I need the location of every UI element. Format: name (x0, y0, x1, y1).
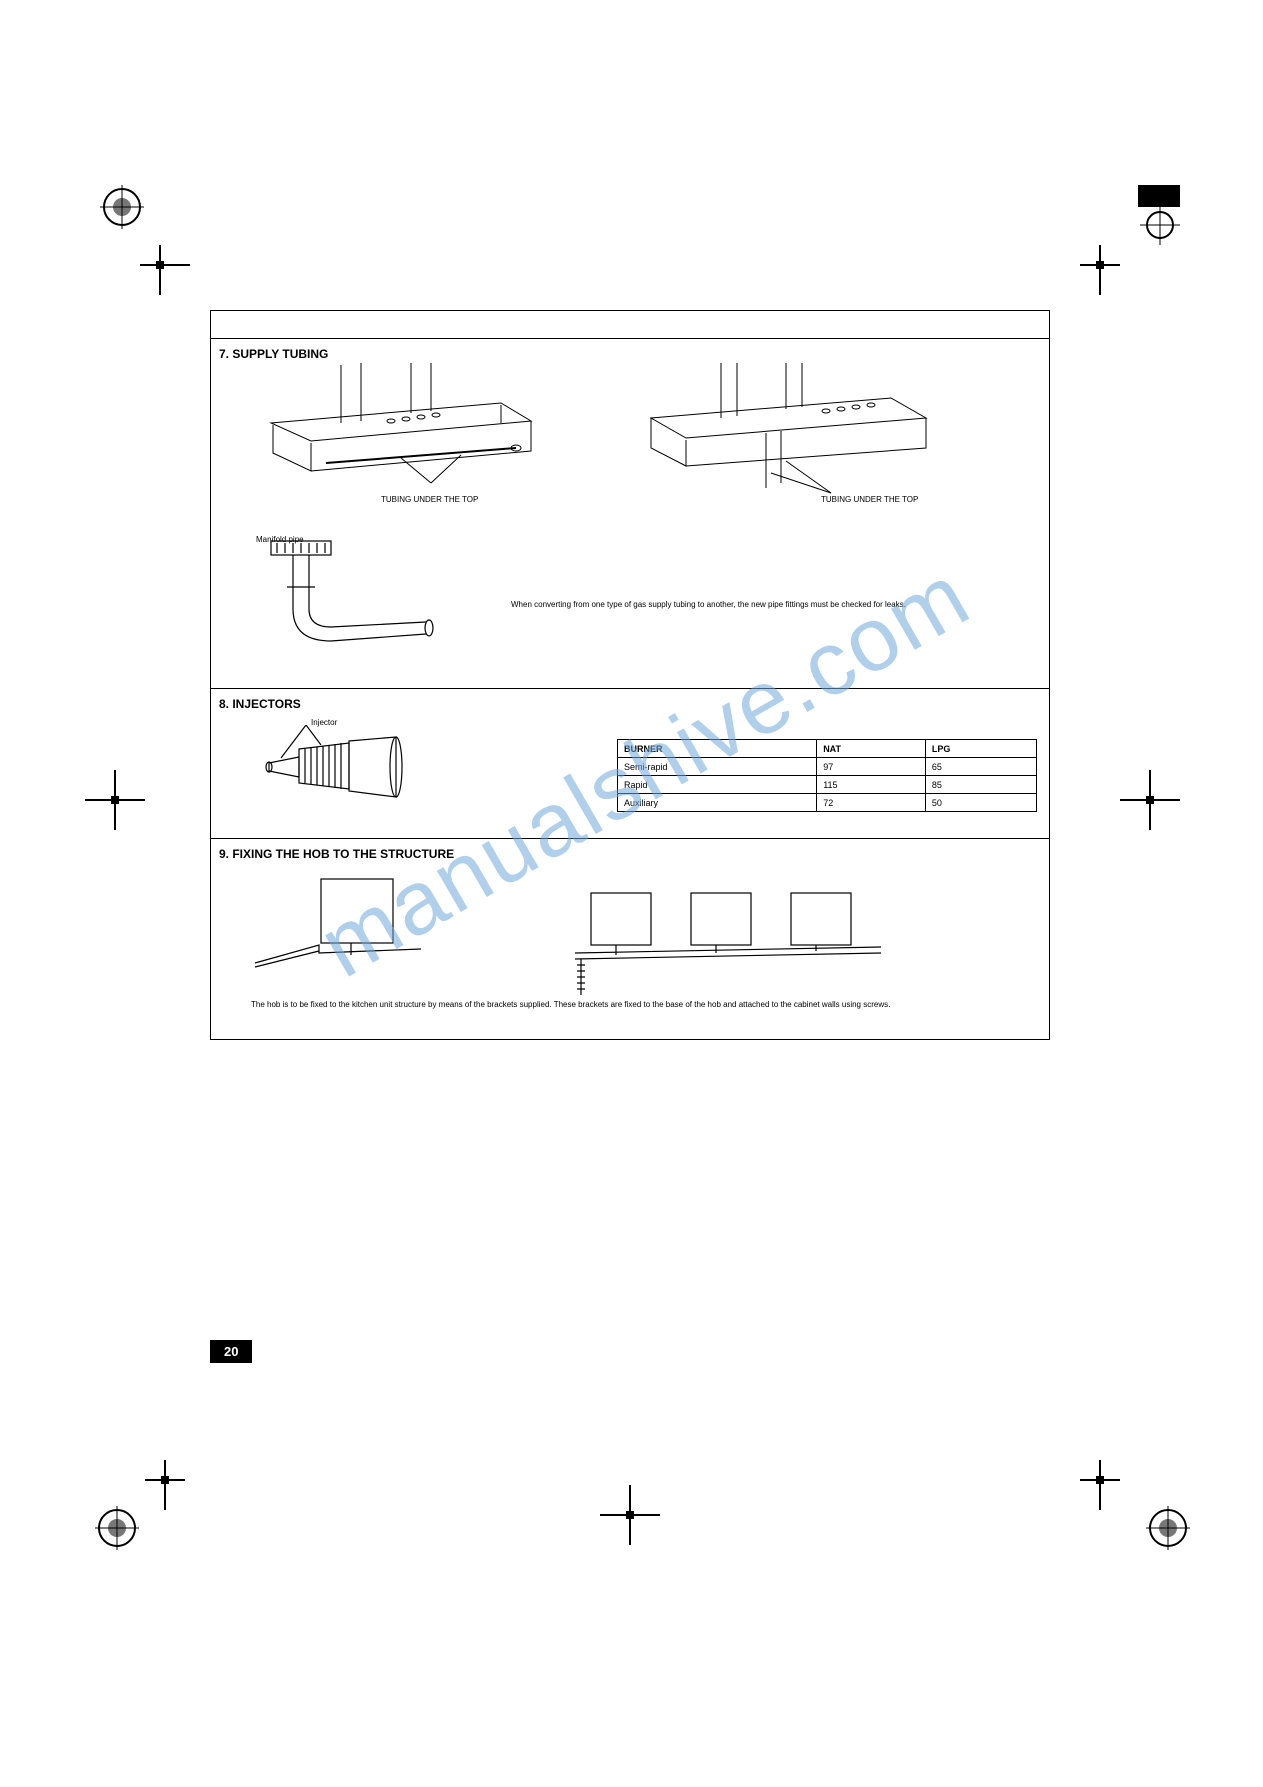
crop-mark-bottom-right (1060, 1460, 1190, 1550)
diagram-b-caption: TUBING UNDER THE TOP (821, 494, 918, 505)
page-number-badge: 20 (210, 1340, 252, 1363)
crop-mark-top-left (100, 185, 190, 295)
injector-label: Injector (311, 717, 337, 728)
conversion-note: When converting from one type of gas sup… (511, 599, 1011, 610)
diagram-elbow (251, 539, 471, 674)
crop-mark-bottom-center (600, 1485, 660, 1545)
table-header-row: BURNER NAT LPG (618, 740, 1037, 758)
diagram-injector (251, 725, 431, 820)
diagram-a-caption: TUBING UNDER THE TOP (381, 494, 478, 505)
diagram-bracket-single (251, 875, 451, 990)
elbow-label: Manifold pipe (256, 534, 304, 545)
crop-mark-mid-left (85, 770, 145, 830)
content-header-row (211, 311, 1049, 339)
diagram-bracket-triple (571, 887, 921, 1002)
content-frame: 7. SUPPLY TUBING (210, 310, 1050, 1040)
table-row: Semi-rapid 97 65 (618, 758, 1037, 776)
section-7-title: 7. SUPPLY TUBING (219, 347, 1041, 361)
table-col-nat: NAT (817, 740, 926, 758)
fixing-body-text: The hob is to be fixed to the kitchen un… (251, 999, 1011, 1010)
section-injectors: 8. INJECTORS Injector (211, 689, 1049, 839)
table-row: Auxiliary 72 50 (618, 794, 1037, 812)
section-fixing: 9. FIXING THE HOB TO THE STRUCTURE (211, 839, 1049, 1039)
crop-mark-mid-right (1120, 770, 1180, 830)
section-8-title: 8. INJECTORS (219, 697, 1041, 711)
crop-mark-top-right (1060, 185, 1180, 295)
table-col-burner: BURNER (618, 740, 817, 758)
table-col-lpg: LPG (925, 740, 1036, 758)
section-9-title: 9. FIXING THE HOB TO THE STRUCTURE (219, 847, 1041, 861)
table-row: Rapid 115 85 (618, 776, 1037, 794)
crop-mark-bottom-left (95, 1460, 205, 1550)
section-supply-tubing: 7. SUPPLY TUBING (211, 339, 1049, 689)
document-page: manualshive.com 7. SUPPLY TUBING (0, 0, 1263, 1787)
injector-table: BURNER NAT LPG Semi-rapid 97 65 Rapid 11… (617, 739, 1037, 812)
